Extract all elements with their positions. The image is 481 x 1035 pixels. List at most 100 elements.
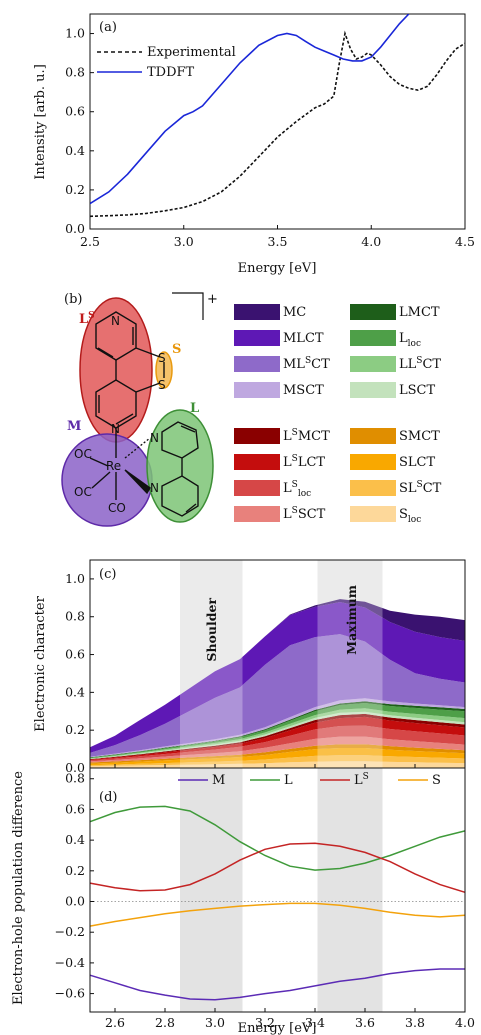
d-shaded-region: [180, 768, 243, 1012]
d-series-l-line: [89, 805, 466, 871]
c-ytick-label: 0.2: [65, 722, 85, 737]
c-area-lmct: [90, 701, 465, 758]
legend-lslct: LSLCT: [283, 454, 325, 470]
panel-c: 0.00.20.40.60.81.0 (c) Shoulder Maximum …: [33, 559, 466, 775]
d-xtick-label: 3.6: [355, 1015, 375, 1030]
legend-l: L: [284, 773, 293, 788]
legend-m: M: [212, 773, 225, 788]
legend-swatch-lloc: [350, 330, 396, 346]
group-label-m: M: [67, 419, 81, 434]
c-area-mlsct: [90, 634, 465, 757]
d-ytick-label: −0.4: [55, 955, 85, 970]
d-ytick-label: 0.6: [65, 801, 85, 816]
shoulder-label: Shoulder: [204, 598, 219, 662]
d-xtick-label: 3.4: [305, 1015, 325, 1030]
legend-swatch-lsct: [350, 382, 396, 398]
legend-swatch-lsmct: [234, 428, 280, 444]
c-ytick-label: 1.0: [65, 571, 85, 586]
panel-d: 2.6 2.8 3.0 3.2 3.4 3.6 3.8 4.0 −0.6 −0.4 −0.2 0.0 0…: [11, 767, 475, 1035]
legend-swatch-llsct: [350, 356, 396, 372]
legend-lssct: LSSCT: [283, 506, 326, 522]
c-shaded-overlay: [317, 560, 383, 768]
legend-mc: MC: [283, 305, 306, 320]
character-legend: MC LMCT MLCT Lloc MLSCT LLSCT MSCT LSCT LSMCT SMC…: [234, 304, 442, 525]
legend-swatch-slsct: [350, 480, 396, 496]
legend-swatch-mlct: [234, 330, 280, 346]
panel-d-ticks: 2.6 2.8 3.0 3.2 3.4 3.6 3.8 4.0 −0.6 −0.4 −0.2 0.0 0…: [55, 771, 475, 1030]
d-ytick-label: 0.0: [65, 894, 85, 909]
group-label-s: S: [172, 342, 181, 357]
panel-d-label: (d): [99, 790, 117, 805]
a-series-tddft-line: [90, 14, 410, 205]
legend-lsct: LSCT: [399, 383, 435, 398]
panel-a-ylabel: Intensity [arb. u.]: [33, 64, 48, 180]
atom-co-bottom: CO: [108, 501, 126, 515]
a-series-experimental-line: [90, 30, 465, 218]
legend-swatch-mc: [234, 304, 280, 320]
d-xtick-label: 2.6: [105, 1015, 125, 1030]
legend-swatch-slct: [350, 454, 396, 470]
panel-a-legend: Experimental TDDFT: [97, 45, 236, 80]
panel-d-legend: M L LS S: [178, 772, 441, 788]
d-ytick-label: −0.2: [55, 924, 85, 939]
panel-a-label: (a): [99, 20, 117, 35]
c-area-slct: [90, 748, 465, 766]
d-series-ls-line: [89, 842, 466, 894]
atom-co-left-top: OC: [74, 447, 92, 461]
legend-swatch-sloc: [350, 506, 396, 522]
legend-swatch-mlsct: [234, 356, 280, 372]
a-ytick-label: 0.0: [65, 221, 85, 236]
d-xtick-label: 3.2: [255, 1015, 275, 1030]
group-label-ls: LS: [79, 311, 95, 327]
atom-s-upper: S: [158, 351, 166, 365]
panel-b-label: (b): [64, 292, 82, 307]
a-xtick-label: 4.5: [455, 234, 475, 249]
d-ytick-label: −0.6: [55, 986, 85, 1001]
d-series-s-line: [89, 902, 466, 927]
panel-d-shaded-regions: [180, 768, 383, 1012]
d-xtick-label: 3.8: [405, 1015, 425, 1030]
maximum-label: Maximum: [344, 585, 359, 655]
panel-a: 2.5 3.0 3.5 4.0 4.5 0.0 0.2 0.4 0.6 0.8 1.0 (a) Ex…: [33, 13, 475, 276]
panel-d-frame: [89, 767, 466, 1013]
atom-n-bpy-lower: N: [150, 481, 159, 495]
legend-lloc: Lloc: [399, 331, 421, 349]
a-ytick-label: 0.6: [65, 104, 85, 119]
legend-sloc: Sloc: [399, 507, 421, 525]
legend-lsmct: LSMCT: [283, 428, 330, 444]
legend-mlsct: MLSCT: [283, 356, 330, 372]
legend-swatch-lssct: [234, 506, 280, 522]
a-ytick-label: 0.2: [65, 182, 85, 197]
a-ytick-label: 1.0: [65, 26, 85, 41]
legend-lsloc: LSloc: [283, 480, 311, 499]
legend-llsct: LLSCT: [399, 356, 441, 372]
c-area-lssct: [90, 736, 465, 763]
c-area-lsloc: [90, 725, 465, 762]
panel-c-shaded-overlay: [180, 560, 383, 768]
c-ytick-label: 0.0: [65, 760, 85, 775]
legend-s: S: [432, 773, 441, 788]
a-xtick-label: 2.5: [80, 234, 100, 249]
legend-swatch-lmct: [350, 304, 396, 320]
c-area-lslct: [90, 716, 465, 761]
atom-n-mid: N: [111, 422, 120, 436]
charge-symbol: +: [207, 292, 218, 307]
legend-lmct: LMCT: [399, 305, 440, 320]
charge-bracket: [172, 292, 204, 320]
legend-swatch-lsloc: [234, 480, 280, 496]
panel-a-xlabel: Energy [eV]: [238, 261, 317, 276]
d-ytick-label: 0.8: [65, 771, 85, 786]
a-ytick-label: 0.4: [65, 143, 85, 158]
a-xtick-label: 3.0: [174, 234, 194, 249]
panel-a-ticks: 2.5 3.0 3.5 4.0 4.5 0.0 0.2 0.4 0.6 0.8 1.0: [65, 26, 475, 249]
group-label-l: L: [190, 401, 199, 416]
legend-swatch-msct: [234, 382, 280, 398]
c-ytick-label: 0.8: [65, 609, 85, 624]
c-ytick-label: 0.6: [65, 647, 85, 662]
legend-ls: LS: [354, 772, 369, 788]
atom-co-left-bottom: OC: [74, 485, 92, 499]
d-shaded-region: [317, 768, 383, 1012]
panel-b: (b): [61, 292, 442, 527]
